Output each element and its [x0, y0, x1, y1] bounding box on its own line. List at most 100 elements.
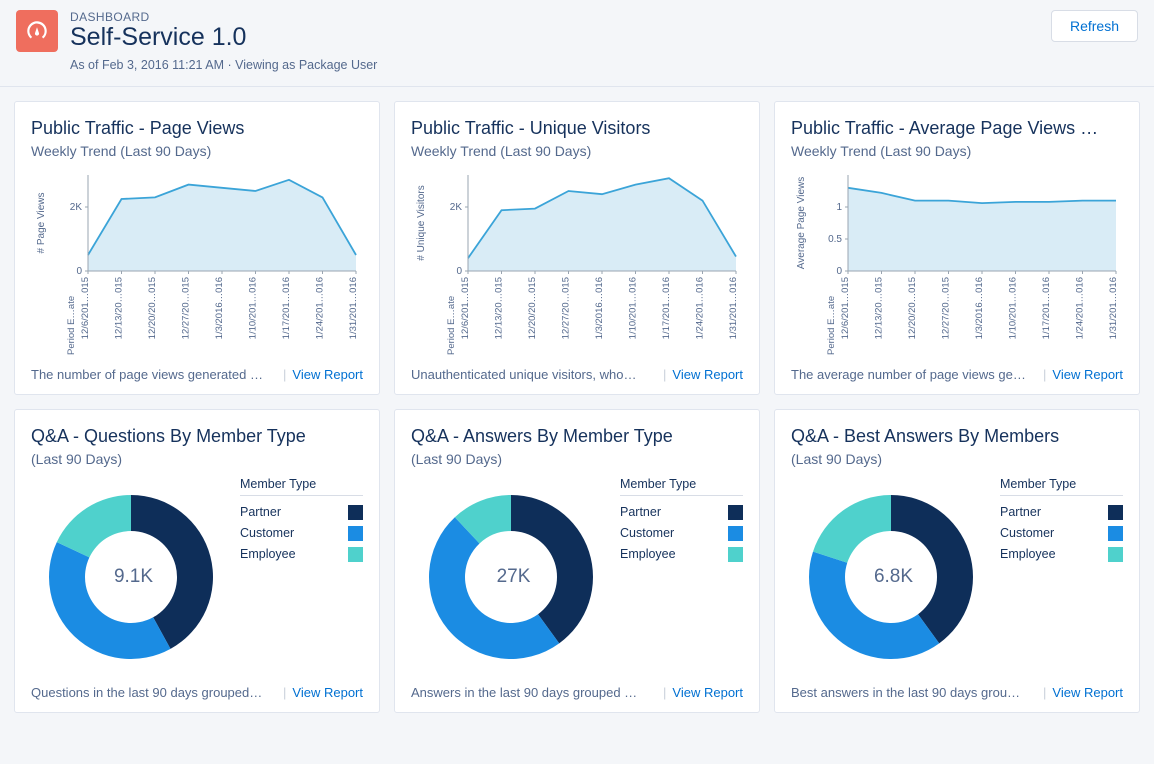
legend-swatch	[348, 526, 363, 541]
area-chart: 02K12/6/201…01512/13/20…01512/20/20…0151…	[31, 169, 363, 359]
dashboard-card: Q&A - Questions By Member Type (Last 90 …	[14, 409, 380, 713]
view-report-link[interactable]: View Report	[672, 685, 743, 700]
legend-row: Partner	[1000, 502, 1123, 523]
gauge-icon	[24, 18, 50, 44]
svg-text:12/27/20…015: 12/27/20…015	[941, 277, 952, 339]
dashboard-card: Q&A - Answers By Member Type (Last 90 Da…	[394, 409, 760, 713]
card-title: Q&A - Best Answers By Members	[791, 426, 1123, 447]
donut-center-value: 6.8K	[874, 566, 913, 588]
card-subtitle: (Last 90 Days)	[31, 451, 363, 467]
svg-text:1/3/2016…016: 1/3/2016…016	[974, 277, 985, 339]
legend-swatch	[1108, 505, 1123, 520]
svg-text:Period E…ate: Period E…ate	[826, 295, 837, 354]
card-description: Questions in the last 90 days grouped…	[31, 685, 277, 700]
donut-box: 6.8K	[791, 477, 996, 677]
card-footer: Unauthenticated unique visitors, who… | …	[411, 367, 743, 382]
legend-label: Employee	[620, 547, 676, 561]
refresh-button[interactable]: Refresh	[1051, 10, 1138, 42]
legend-title: Member Type	[620, 477, 743, 496]
svg-text:1/17/201…016: 1/17/201…016	[661, 277, 672, 339]
chart-wrap: 02K12/6/201…01512/13/20…01512/20/20…0151…	[411, 169, 743, 359]
legend-swatch	[348, 505, 363, 520]
legend-swatch	[348, 547, 363, 562]
dashboard-card: Public Traffic - Page Views Weekly Trend…	[14, 101, 380, 395]
area-chart: 0 0.5 1 12/6/201…015 12/13/20…015 12/20/20…01…	[791, 169, 1123, 359]
legend-title: Member Type	[1000, 477, 1123, 496]
svg-text:12/20/20…015: 12/20/20…015	[147, 277, 158, 339]
svg-text:1/31/201…016: 1/31/201…016	[1108, 277, 1119, 339]
svg-text:1/31/201…016: 1/31/201…016	[348, 277, 359, 339]
svg-text:0.5: 0.5	[828, 234, 842, 245]
card-description: The number of page views generated …	[31, 367, 277, 382]
footer-separator: |	[663, 685, 666, 700]
svg-text:12/27/20…015: 12/27/20…015	[181, 277, 192, 339]
svg-text:1/17/201…016: 1/17/201…016	[281, 277, 292, 339]
svg-text:1: 1	[836, 202, 842, 213]
card-subtitle: Weekly Trend (Last 90 Days)	[411, 143, 743, 159]
legend-row: Customer	[240, 523, 363, 544]
chart-wrap: 0 0.5 1 12/6/201…015 12/13/20…015 12/20/20…01…	[791, 169, 1123, 359]
footer-separator: |	[1043, 367, 1046, 382]
legend-label: Partner	[240, 505, 281, 519]
svg-text:1/24/201…016: 1/24/201…016	[315, 277, 326, 339]
view-report-link[interactable]: View Report	[292, 367, 363, 382]
card-description: Answers in the last 90 days grouped …	[411, 685, 657, 700]
svg-text:# Unique Visitors: # Unique Visitors	[416, 185, 427, 260]
svg-text:Period E…ate: Period E…ate	[66, 295, 77, 354]
svg-text:1/31/201…016: 1/31/201…016	[728, 277, 739, 339]
legend: Member Type Partner Customer Employee	[616, 477, 743, 565]
card-description: The average number of page views ge…	[791, 367, 1037, 382]
view-report-link[interactable]: View Report	[1052, 685, 1123, 700]
svg-text:12/27/20…015: 12/27/20…015	[561, 277, 572, 339]
legend-label: Employee	[240, 547, 296, 561]
card-footer: Questions in the last 90 days grouped… |…	[31, 685, 363, 700]
legend-label: Customer	[240, 526, 294, 540]
card-subtitle: (Last 90 Days)	[791, 451, 1123, 467]
legend: Member Type Partner Customer Employee	[236, 477, 363, 565]
legend: Member Type Partner Customer Employee	[996, 477, 1123, 565]
card-footer: Best answers in the last 90 days grou… |…	[791, 685, 1123, 700]
view-report-link[interactable]: View Report	[1052, 367, 1123, 382]
chart-wrap: 9.1K Member Type Partner Customer Employ…	[31, 477, 363, 677]
legend-label: Employee	[1000, 547, 1056, 561]
svg-text:12/20/20…015: 12/20/20…015	[907, 277, 918, 339]
donut-center-value: 9.1K	[114, 566, 153, 588]
legend-swatch	[728, 526, 743, 541]
dashboard-card: Q&A - Best Answers By Members (Last 90 D…	[774, 409, 1140, 713]
svg-text:12/13/20…015: 12/13/20…015	[874, 277, 885, 339]
legend-swatch	[728, 547, 743, 562]
footer-separator: |	[283, 685, 286, 700]
svg-text:1/24/201…016: 1/24/201…016	[1075, 277, 1086, 339]
card-subtitle: Weekly Trend (Last 90 Days)	[791, 143, 1123, 159]
svg-text:0: 0	[836, 266, 842, 277]
card-description: Best answers in the last 90 days grou…	[791, 685, 1037, 700]
svg-text:12/13/20…015: 12/13/20…015	[494, 277, 505, 339]
svg-text:1/17/201…016: 1/17/201…016	[1041, 277, 1052, 339]
svg-text:12/6/201…015: 12/6/201…015	[840, 277, 851, 339]
area-chart: 02K12/6/201…01512/13/20…01512/20/20…0151…	[411, 169, 743, 359]
dashboard-header: DASHBOARD Self-Service 1.0 As of Feb 3, …	[0, 0, 1154, 87]
svg-text:1/10/201…016: 1/10/201…016	[628, 277, 639, 339]
svg-text:12/6/201…015: 12/6/201…015	[80, 277, 91, 339]
svg-text:Average Page Views: Average Page Views	[796, 176, 807, 268]
card-title: Public Traffic - Page Views	[31, 118, 363, 139]
footer-separator: |	[1043, 685, 1046, 700]
legend-row: Employee	[1000, 544, 1123, 565]
card-subtitle: Weekly Trend (Last 90 Days)	[31, 143, 363, 159]
legend-row: Customer	[620, 523, 743, 544]
card-footer: The number of page views generated … | V…	[31, 367, 363, 382]
footer-separator: |	[663, 367, 666, 382]
svg-text:Period E…ate: Period E…ate	[446, 295, 457, 354]
donut-box: 9.1K	[31, 477, 236, 677]
view-report-link[interactable]: View Report	[672, 367, 743, 382]
svg-text:1/24/201…016: 1/24/201…016	[695, 277, 706, 339]
legend-row: Customer	[1000, 523, 1123, 544]
svg-text:12/20/20…015: 12/20/20…015	[527, 277, 538, 339]
svg-text:1/10/201…016: 1/10/201…016	[1008, 277, 1019, 339]
svg-text:12/13/20…015: 12/13/20…015	[114, 277, 125, 339]
donut-box: 27K	[411, 477, 616, 677]
view-report-link[interactable]: View Report	[292, 685, 363, 700]
legend-row: Partner	[240, 502, 363, 523]
dashboard-card: Public Traffic - Average Page Views … We…	[774, 101, 1140, 395]
chart-wrap: 27K Member Type Partner Customer Employe…	[411, 477, 743, 677]
